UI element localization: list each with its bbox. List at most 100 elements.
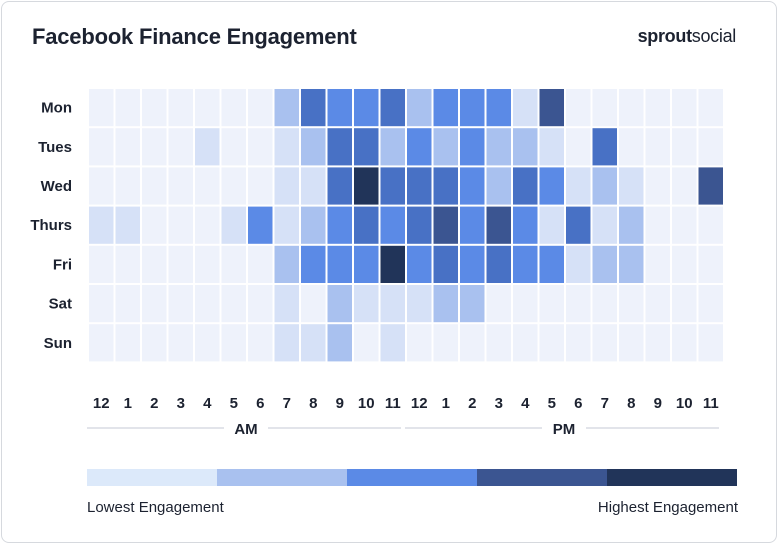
column-label: 10 <box>358 395 375 412</box>
column-label: 1 <box>124 395 132 412</box>
heatmap-cell <box>566 206 591 244</box>
row-label: Sun <box>44 335 72 352</box>
heatmap-cell <box>566 128 591 166</box>
brand-logo-regular: social <box>691 26 737 46</box>
heatmap-cell <box>301 128 326 166</box>
heatmap-cell <box>407 167 432 205</box>
heatmap-cell <box>566 245 591 283</box>
heatmap-cell <box>221 167 246 205</box>
legend-color-scale <box>87 469 737 486</box>
column-label: 6 <box>256 395 264 412</box>
heatmap-cell <box>248 245 273 283</box>
heatmap-cell <box>433 167 458 205</box>
heatmap-cell <box>168 167 193 205</box>
column-label: 2 <box>468 395 476 412</box>
heatmap-cell <box>592 245 617 283</box>
legend-high-label: Highest Engagement <box>597 499 738 516</box>
heatmap-cell <box>539 285 564 323</box>
heatmap-cell <box>407 324 432 362</box>
column-label: 3 <box>495 395 503 412</box>
heatmap-cell <box>592 167 617 205</box>
heatmap-cell <box>168 206 193 244</box>
column-label: 4 <box>521 395 530 412</box>
heatmap-cell <box>195 167 220 205</box>
heatmap-cell <box>486 206 511 244</box>
heatmap-cell <box>89 206 114 244</box>
heatmap-cell <box>592 285 617 323</box>
heatmap-cell <box>195 89 220 127</box>
heatmap-cell <box>672 324 697 362</box>
column-group-label: AM <box>234 421 257 438</box>
heatmap-cell <box>592 206 617 244</box>
heatmap-cell <box>115 128 140 166</box>
heatmap-cell <box>327 245 352 283</box>
heatmap-cell <box>115 206 140 244</box>
chart-title: Facebook Finance Engagement <box>32 24 357 49</box>
heatmap-cell <box>619 285 644 323</box>
column-label: 6 <box>574 395 582 412</box>
heatmap-cell <box>460 89 485 127</box>
heatmap-cell <box>195 206 220 244</box>
heatmap-cell <box>672 89 697 127</box>
heatmap-cell <box>115 324 140 362</box>
heatmap-cell <box>221 128 246 166</box>
column-label: 2 <box>150 395 158 412</box>
heatmap-cell <box>645 206 670 244</box>
column-label: 11 <box>703 395 719 412</box>
heatmap-cell <box>698 324 723 362</box>
heatmap-cell <box>327 206 352 244</box>
heatmap-cell <box>380 167 405 205</box>
legend-color-step <box>217 469 347 486</box>
column-label: 12 <box>93 395 110 412</box>
heatmap-cell <box>539 167 564 205</box>
column-label: 1 <box>442 395 450 412</box>
heatmap-cell <box>566 89 591 127</box>
heatmap-cell <box>698 128 723 166</box>
column-label: 10 <box>676 395 693 412</box>
heatmap-cell <box>274 324 299 362</box>
heatmap-cell <box>168 89 193 127</box>
heatmap-cell <box>168 128 193 166</box>
heatmap-cell <box>486 245 511 283</box>
heatmap-cell <box>433 285 458 323</box>
heatmap-cell <box>354 285 379 323</box>
heatmap-cell <box>486 167 511 205</box>
heatmap-cell <box>354 128 379 166</box>
row-label: Sat <box>49 296 72 313</box>
heatmap-cell <box>460 167 485 205</box>
heatmap-cell <box>327 285 352 323</box>
heatmap-cell <box>619 324 644 362</box>
heatmap-cell <box>301 89 326 127</box>
heatmap-cell <box>115 167 140 205</box>
heatmap-cell <box>195 285 220 323</box>
heatmap-cell <box>195 128 220 166</box>
heatmap-cell <box>301 245 326 283</box>
heatmap-cell <box>274 285 299 323</box>
heatmap-cell <box>380 206 405 244</box>
heatmap-cell <box>142 324 167 362</box>
heatmap-cell <box>433 128 458 166</box>
heatmap-cell <box>460 324 485 362</box>
column-label: 3 <box>177 395 185 412</box>
heatmap-cell <box>221 324 246 362</box>
row-label: Fri <box>53 256 72 273</box>
heatmap-cell <box>168 324 193 362</box>
heatmap-cell <box>301 324 326 362</box>
heatmap-cell <box>460 206 485 244</box>
heatmap-cell <box>301 206 326 244</box>
heatmap-cell <box>672 285 697 323</box>
heatmap-cell <box>407 245 432 283</box>
column-label: 12 <box>411 395 428 412</box>
heatmap-cell <box>195 324 220 362</box>
heatmap-cell <box>513 167 538 205</box>
legend-low-label: Lowest Engagement <box>87 499 224 516</box>
heatmap-cell <box>460 245 485 283</box>
heatmap-cell <box>274 128 299 166</box>
heatmap-cell <box>142 245 167 283</box>
heatmap-cell <box>433 245 458 283</box>
heatmap-cell <box>354 89 379 127</box>
heatmap-cell <box>274 89 299 127</box>
heatmap-cell <box>354 167 379 205</box>
heatmap-cell <box>672 206 697 244</box>
heatmap-cell <box>433 206 458 244</box>
